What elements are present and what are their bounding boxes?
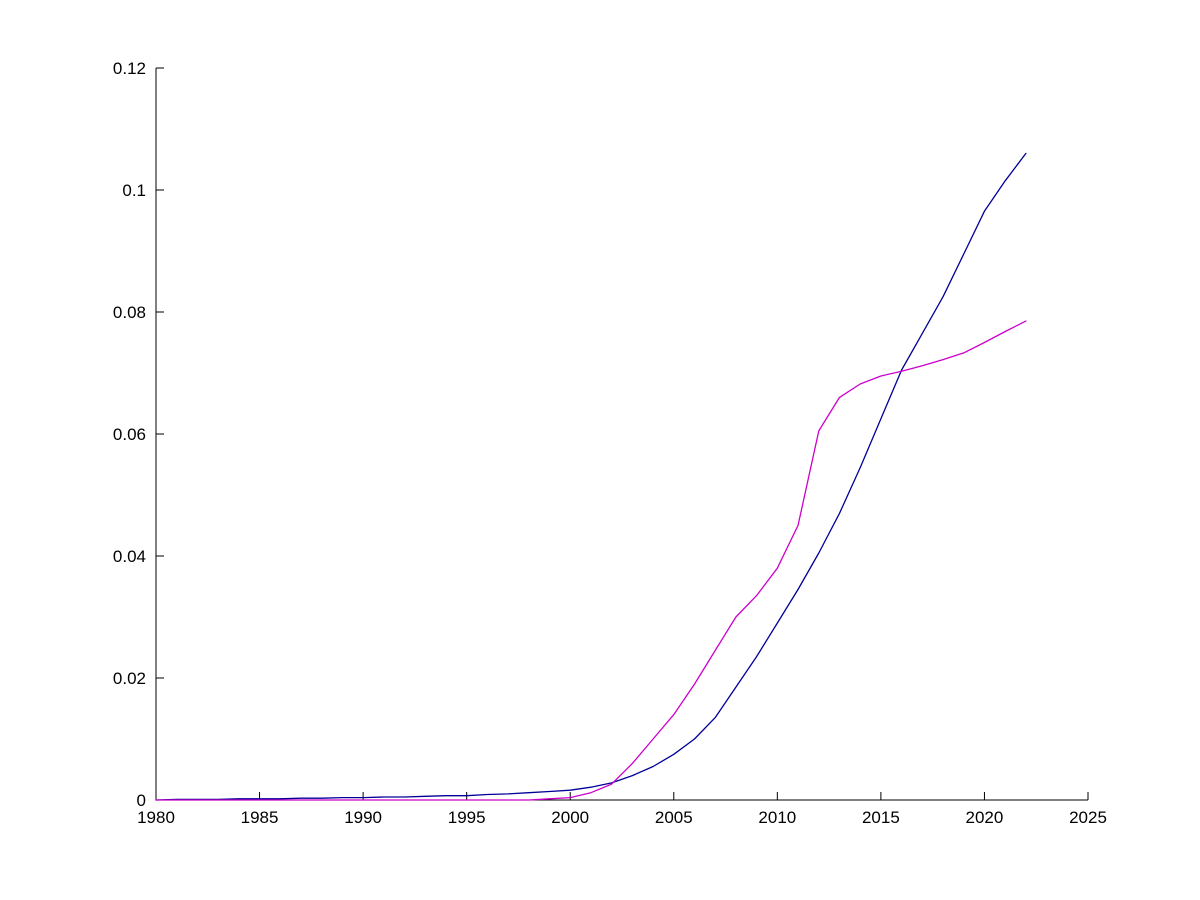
x-tick-label: 2010 bbox=[758, 808, 796, 827]
y-tick-label: 0.02 bbox=[113, 669, 146, 688]
y-tick-label: 0.06 bbox=[113, 425, 146, 444]
tick-labels: 1980 1985 1990 1995 2000 2005 2010 2015 2020 2025… bbox=[113, 59, 1107, 827]
x-tick-label: 2025 bbox=[1069, 808, 1107, 827]
x-tick-label: 2020 bbox=[966, 808, 1004, 827]
tick-marks bbox=[155, 67, 1089, 801]
y-tick-label: 0.04 bbox=[113, 547, 146, 566]
y-tick-label: 0.12 bbox=[113, 59, 146, 78]
y-tick-label: 0 bbox=[137, 791, 146, 810]
x-tick-label: 2005 bbox=[655, 808, 693, 827]
x-tick-label: 2015 bbox=[862, 808, 900, 827]
series-dark-blue-line bbox=[155, 152, 1027, 801]
axes bbox=[155, 68, 1088, 801]
x-tick-label: 1980 bbox=[137, 808, 175, 827]
y-tick-label: 0.08 bbox=[113, 303, 146, 322]
x-tick-label: 2000 bbox=[551, 808, 589, 827]
x-tick-label: 1985 bbox=[241, 808, 279, 827]
x-tick-label: 1995 bbox=[448, 808, 486, 827]
series-magenta-line bbox=[155, 320, 1027, 801]
x-tick-label: 1990 bbox=[344, 808, 382, 827]
y-tick-label: 0.1 bbox=[122, 181, 146, 200]
data-series bbox=[155, 152, 1027, 801]
